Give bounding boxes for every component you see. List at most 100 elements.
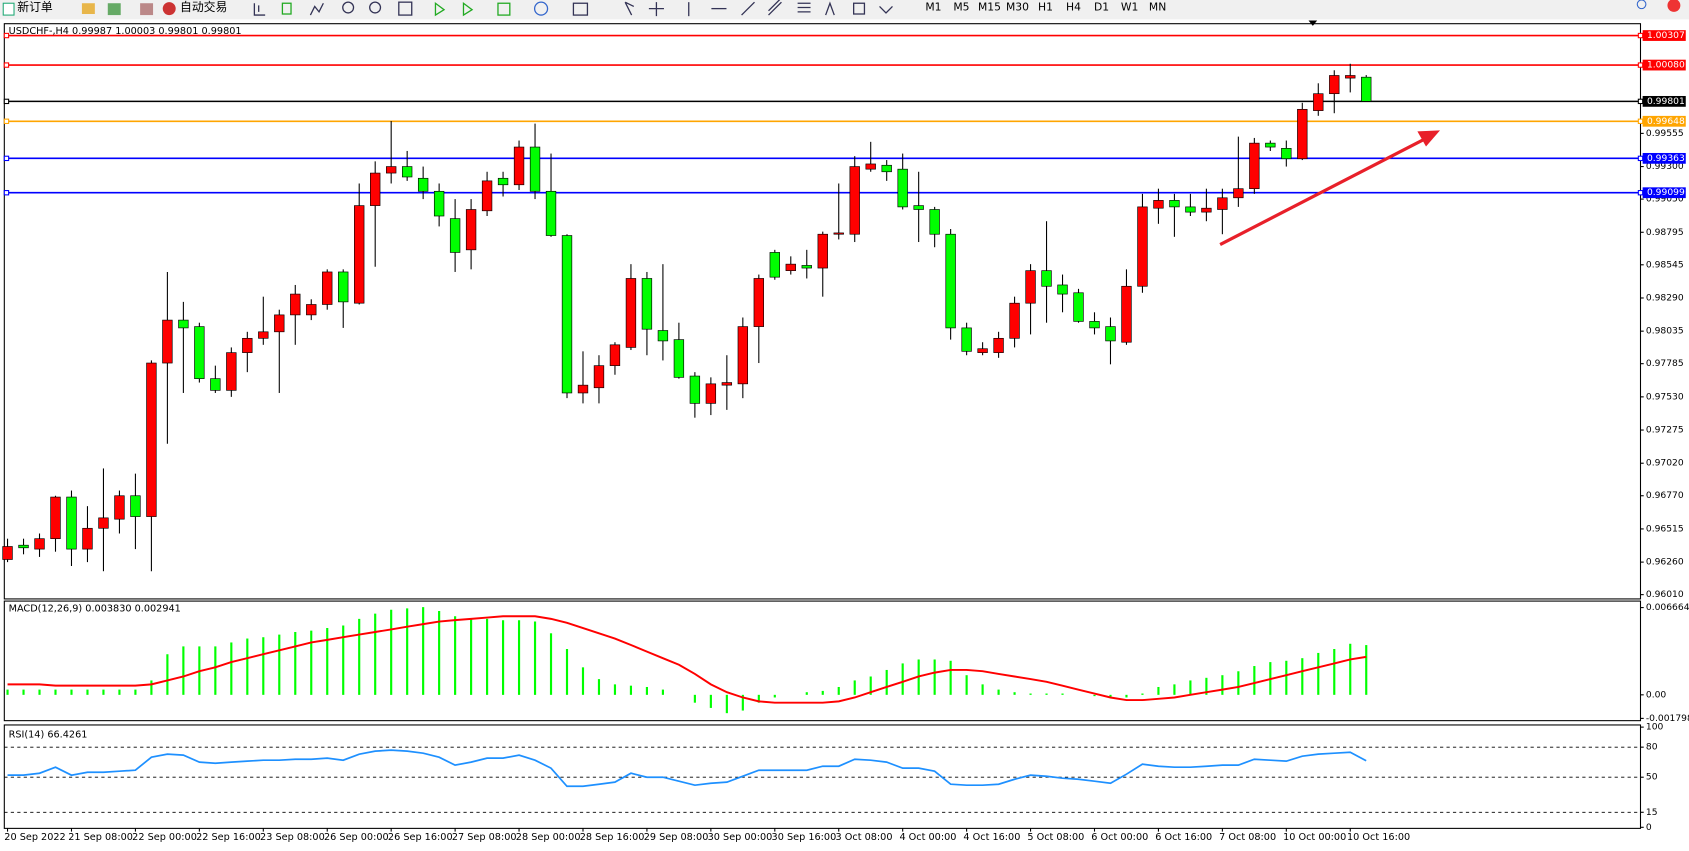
- crosshair-icon[interactable]: [648, 2, 664, 17]
- text-icon[interactable]: [825, 1, 835, 16]
- bar-chart-icon[interactable]: [253, 3, 266, 16]
- tool-icon[interactable]: [140, 3, 154, 16]
- y-tick-label: 0.96770: [1646, 491, 1684, 501]
- timeframe-button[interactable]: H4: [1066, 1, 1081, 14]
- candle-body: [274, 314, 285, 333]
- shift-icon[interactable]: [462, 1, 474, 17]
- candle-body: [1089, 321, 1100, 329]
- timeframe-button[interactable]: D1: [1094, 1, 1109, 14]
- new-order-icon[interactable]: [2, 2, 15, 16]
- timeframe-button[interactable]: M15: [978, 1, 1001, 14]
- candle-body: [66, 496, 77, 550]
- y-tick-label: 0.97020: [1646, 459, 1684, 469]
- candle-body: [561, 235, 573, 394]
- candle-body: [1185, 206, 1196, 213]
- x-tick-label: 26 Sep 16:00: [388, 832, 453, 843]
- timeframe-button[interactable]: H1: [1038, 1, 1053, 14]
- candle-body: [1233, 188, 1244, 199]
- templates-icon[interactable]: [572, 2, 589, 16]
- indicators-icon[interactable]: [497, 2, 511, 16]
- level-label: 0.99648: [1647, 117, 1685, 127]
- level-handle: [3, 190, 10, 196]
- tool-icon[interactable]: [81, 3, 95, 15]
- candle-body: [354, 205, 365, 304]
- line-icon[interactable]: [309, 2, 324, 16]
- search-icon[interactable]: [1636, 0, 1647, 10]
- x-tick-label: 23 Sep 08:00: [260, 832, 325, 843]
- candle-body: [370, 172, 381, 206]
- panel-title: RSI(14) 66.4261: [9, 730, 88, 741]
- timeframe-button[interactable]: MN: [1149, 1, 1166, 14]
- label-icon[interactable]: [853, 2, 866, 15]
- candle-body: [705, 383, 717, 404]
- candle-body: [258, 331, 269, 339]
- x-tick-label: 20 Sep 2022: [4, 832, 65, 843]
- timeframe-button[interactable]: M1: [925, 1, 941, 14]
- trendline-icon[interactable]: [741, 1, 755, 16]
- x-tick-label: 30 Sep 16:00: [772, 832, 837, 843]
- candle-body: [1025, 270, 1036, 304]
- y-tick-label: 0.006664: [1646, 603, 1689, 613]
- candle-body: [386, 166, 397, 174]
- level-label: 0.99099: [1647, 188, 1685, 198]
- candle-body: [34, 538, 45, 550]
- candle-body: [721, 382, 733, 386]
- timeframe-button[interactable]: M5: [953, 1, 969, 14]
- level-label: 0.99363: [1647, 154, 1685, 164]
- candle-body: [641, 278, 653, 330]
- candle-body: [993, 337, 1004, 353]
- timeframe-button[interactable]: W1: [1121, 1, 1139, 14]
- fibo-icon[interactable]: [797, 2, 811, 13]
- level-label-bg: [1642, 187, 1686, 199]
- candle-body: [338, 271, 349, 303]
- candle-body: [146, 362, 157, 517]
- x-tick-label: 3 Oct 08:00: [836, 832, 893, 843]
- candle-body: [1153, 200, 1164, 209]
- level-handle: [3, 118, 10, 124]
- auto-trading-icon[interactable]: [162, 2, 176, 16]
- periods-icon[interactable]: [533, 1, 549, 16]
- auto-trading-button[interactable]: 自动交易: [180, 0, 227, 14]
- panel-title: MACD(12,26,9) 0.003830 0.002941: [9, 604, 181, 615]
- level-label-bg: [1642, 152, 1686, 164]
- candle-body: [1137, 206, 1148, 287]
- level-label: 1.00080: [1647, 61, 1685, 71]
- zoom-out-icon[interactable]: [369, 1, 382, 14]
- candle-body: [114, 495, 125, 520]
- cursor-icon[interactable]: [624, 1, 635, 16]
- candle-body: [178, 319, 189, 329]
- level-handle: [1637, 155, 1644, 162]
- candle-icon[interactable]: [281, 2, 292, 15]
- arrows-icon[interactable]: [879, 6, 893, 14]
- tile-icon[interactable]: [398, 1, 413, 16]
- candle-body: [194, 326, 205, 379]
- channel-icon[interactable]: [768, 0, 782, 16]
- candle-body: [753, 278, 764, 327]
- new-order-button[interactable]: 新订单: [17, 0, 53, 14]
- x-tick-label: 10 Oct 00:00: [1283, 832, 1346, 843]
- notification-icon[interactable]: [1667, 0, 1681, 12]
- scroll-icon[interactable]: [434, 1, 446, 17]
- chart-layer: 20 Sep 2022 21 Sep 08:00 22 Sep 00:00 22 Se…: [2, 26, 1689, 843]
- tool-icon[interactable]: [107, 3, 121, 16]
- x-tick-label: 26 Sep 00:00: [324, 832, 389, 843]
- candle-body: [625, 278, 637, 348]
- candle-body: [1313, 93, 1324, 111]
- y-tick-label: 80: [1646, 743, 1658, 753]
- candle-body: [162, 319, 173, 364]
- y-tick-label: 0.99050: [1646, 195, 1684, 205]
- y-tick-label: 0.97530: [1646, 392, 1684, 402]
- x-tick-label: 30 Sep 00:00: [708, 832, 773, 843]
- zoom-in-icon[interactable]: [342, 1, 355, 14]
- level-label-bg: [1642, 95, 1686, 107]
- candle-body: [1297, 108, 1308, 160]
- candle-body: [609, 344, 621, 366]
- timeframe-button[interactable]: M30: [1006, 1, 1029, 14]
- x-tick-label: 22 Sep 00:00: [132, 832, 197, 843]
- main-frame: [3, 23, 1642, 600]
- candle-body: [82, 527, 93, 550]
- candle-body: [1329, 75, 1340, 95]
- y-tick-label: -0.001798: [1646, 714, 1689, 724]
